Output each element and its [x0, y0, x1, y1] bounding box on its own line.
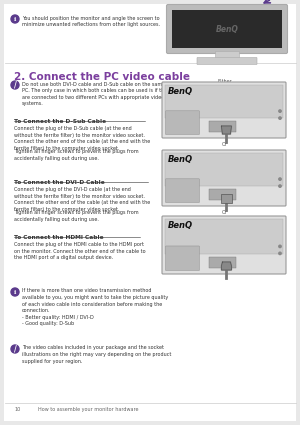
- Circle shape: [279, 252, 281, 255]
- Circle shape: [279, 245, 281, 248]
- Text: How to assemble your monitor hardware: How to assemble your monitor hardware: [38, 407, 139, 412]
- FancyBboxPatch shape: [166, 246, 200, 270]
- Text: BenQ: BenQ: [216, 25, 238, 34]
- Text: Tighten all finger screws to prevent the plugs from
accidentally falling out dur: Tighten all finger screws to prevent the…: [14, 210, 139, 221]
- Text: i: i: [14, 17, 16, 22]
- Text: BenQ: BenQ: [168, 221, 193, 230]
- FancyBboxPatch shape: [166, 111, 200, 134]
- FancyBboxPatch shape: [209, 121, 236, 132]
- Circle shape: [279, 185, 281, 187]
- Text: To Connect the DVI-D Cable: To Connect the DVI-D Cable: [14, 180, 105, 185]
- Text: 10: 10: [14, 407, 20, 412]
- Text: If there is more than one video transmission method
available to you, you might : If there is more than one video transmis…: [22, 289, 168, 326]
- FancyBboxPatch shape: [197, 57, 257, 65]
- FancyBboxPatch shape: [172, 10, 282, 48]
- Text: To Connect the HDMI Cable: To Connect the HDMI Cable: [14, 235, 103, 240]
- FancyBboxPatch shape: [166, 179, 200, 202]
- Text: /: /: [14, 80, 16, 90]
- Text: Connect the plug of the HDMI cable to the HDMI port
on the monitor. Connect the : Connect the plug of the HDMI cable to th…: [14, 242, 146, 260]
- Text: /: /: [14, 345, 16, 354]
- FancyBboxPatch shape: [215, 51, 239, 59]
- Text: i: i: [14, 289, 16, 295]
- Text: Or: Or: [222, 142, 228, 147]
- Text: Either: Either: [218, 79, 232, 84]
- Text: The video cables included in your package and the socket
illustrations on the ri: The video cables included in your packag…: [22, 346, 171, 364]
- Text: Connect the plug of the DVI-D cable (at the end
without the ferrite filter) to t: Connect the plug of the DVI-D cable (at …: [14, 187, 150, 212]
- Text: BenQ: BenQ: [168, 155, 193, 164]
- Circle shape: [279, 117, 281, 119]
- Text: Tighten all finger screws to prevent the plugs from
accidentally falling out dur: Tighten all finger screws to prevent the…: [14, 149, 139, 161]
- Polygon shape: [221, 262, 231, 270]
- FancyBboxPatch shape: [209, 257, 236, 268]
- FancyBboxPatch shape: [162, 216, 286, 274]
- FancyBboxPatch shape: [165, 153, 283, 187]
- Circle shape: [11, 345, 19, 353]
- Circle shape: [11, 81, 19, 89]
- Text: Connect the plug of the D-Sub cable (at the end
without the ferrite filter) to t: Connect the plug of the D-Sub cable (at …: [14, 126, 150, 151]
- FancyBboxPatch shape: [4, 4, 296, 421]
- Circle shape: [279, 178, 281, 180]
- Text: To Connect the D-Sub Cable: To Connect the D-Sub Cable: [14, 119, 106, 124]
- FancyBboxPatch shape: [221, 193, 232, 202]
- FancyBboxPatch shape: [162, 82, 286, 138]
- Circle shape: [11, 288, 19, 296]
- Text: Do not use both DVI-D cable and D-Sub cable on the same
PC. The only case in whi: Do not use both DVI-D cable and D-Sub ca…: [22, 82, 170, 106]
- FancyBboxPatch shape: [209, 189, 236, 200]
- Text: BenQ: BenQ: [168, 87, 193, 96]
- Circle shape: [11, 15, 19, 23]
- FancyBboxPatch shape: [167, 5, 287, 54]
- Circle shape: [279, 110, 281, 112]
- FancyBboxPatch shape: [162, 150, 286, 206]
- FancyBboxPatch shape: [165, 219, 283, 254]
- Polygon shape: [221, 126, 231, 134]
- Text: You should position the monitor and angle the screen to
minimize unwanted reflec: You should position the monitor and angl…: [22, 15, 160, 27]
- Text: 2. Connect the PC video cable: 2. Connect the PC video cable: [14, 72, 190, 82]
- FancyBboxPatch shape: [165, 85, 283, 119]
- Text: Or: Or: [222, 210, 228, 215]
